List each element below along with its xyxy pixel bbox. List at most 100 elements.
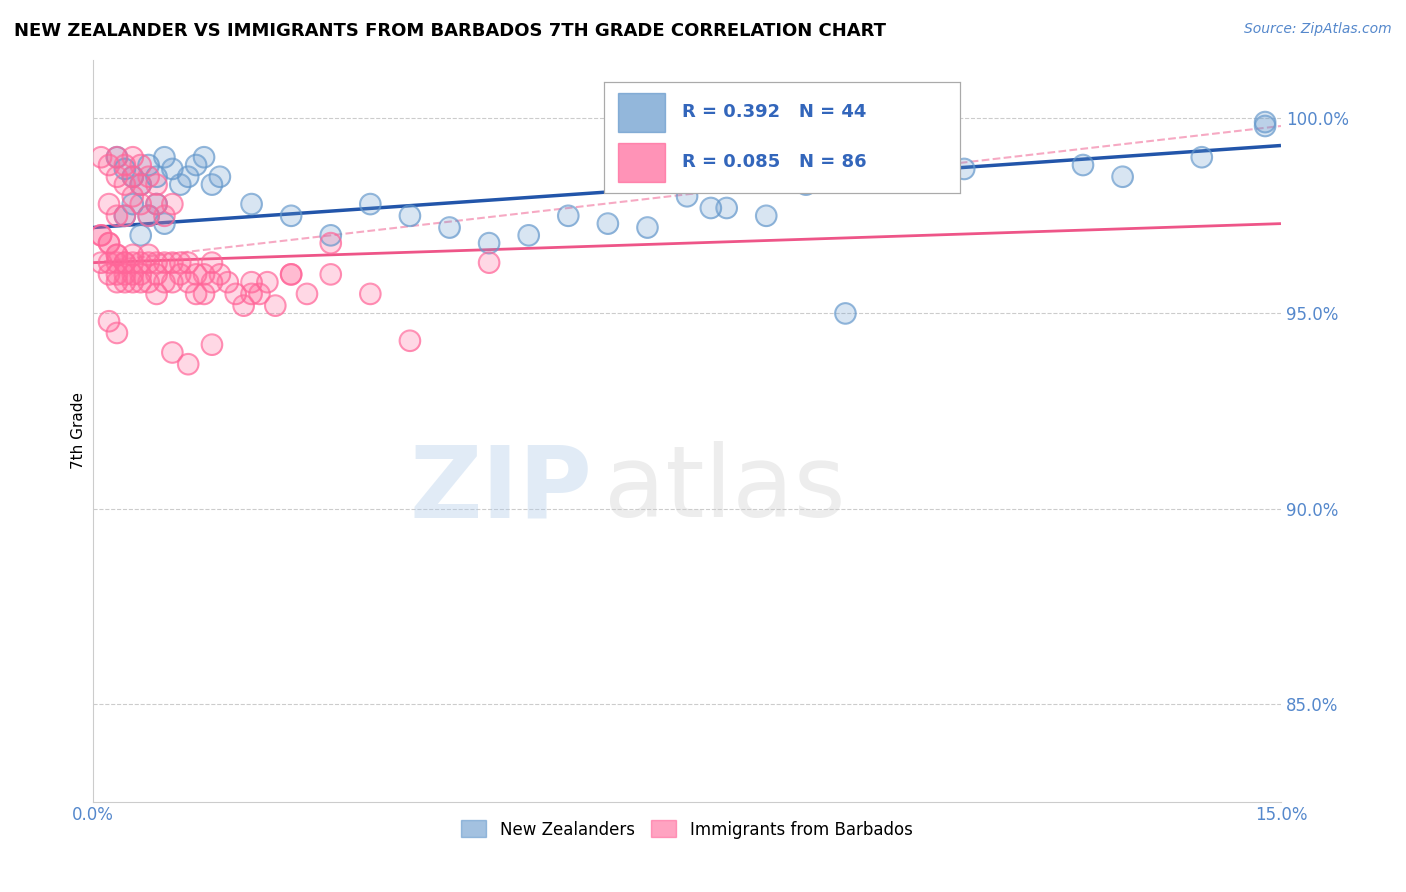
Point <box>129 158 152 172</box>
Point <box>114 178 136 192</box>
Point <box>121 275 143 289</box>
Point <box>1254 119 1277 133</box>
Point <box>225 286 247 301</box>
Point <box>105 255 128 269</box>
Point <box>129 275 152 289</box>
Point <box>162 275 184 289</box>
Point <box>121 150 143 164</box>
Point <box>162 197 184 211</box>
Point <box>153 217 176 231</box>
Point <box>121 197 143 211</box>
Point <box>90 150 112 164</box>
Point <box>145 169 167 184</box>
Point <box>98 268 121 282</box>
Point <box>240 286 263 301</box>
Point <box>145 197 167 211</box>
Point <box>145 255 167 269</box>
Point <box>138 209 160 223</box>
Point <box>162 161 184 176</box>
Point <box>1254 115 1277 129</box>
Point <box>114 178 136 192</box>
Point <box>177 275 200 289</box>
Point <box>105 248 128 262</box>
Point <box>478 236 501 251</box>
Point <box>280 268 302 282</box>
Text: NEW ZEALANDER VS IMMIGRANTS FROM BARBADOS 7TH GRADE CORRELATION CHART: NEW ZEALANDER VS IMMIGRANTS FROM BARBADO… <box>14 22 886 40</box>
Point <box>105 255 128 269</box>
Point <box>105 275 128 289</box>
Point <box>249 286 271 301</box>
Point <box>105 275 128 289</box>
Point <box>138 158 160 172</box>
Point <box>114 255 136 269</box>
Point <box>319 228 342 243</box>
Point <box>105 169 128 184</box>
Point <box>794 178 817 192</box>
Point <box>201 337 224 351</box>
Point <box>145 197 167 211</box>
Point <box>399 209 422 223</box>
Point <box>319 268 342 282</box>
Point <box>145 178 167 192</box>
Point <box>177 357 200 371</box>
Point <box>1071 158 1094 172</box>
Point <box>90 228 112 243</box>
Point <box>201 275 224 289</box>
Point <box>129 158 152 172</box>
Point <box>153 150 176 164</box>
Point <box>129 255 152 269</box>
Point <box>596 217 619 231</box>
Point <box>201 255 224 269</box>
Point <box>105 150 128 164</box>
Point <box>98 158 121 172</box>
Point <box>90 228 112 243</box>
Point <box>105 169 128 184</box>
Point <box>201 178 224 192</box>
Point <box>98 236 121 251</box>
Point <box>121 268 143 282</box>
Point <box>121 169 143 184</box>
Point <box>217 275 239 289</box>
Point <box>114 268 136 282</box>
Text: ZIP: ZIP <box>409 442 592 539</box>
Point <box>114 209 136 223</box>
Point <box>162 255 184 269</box>
Point <box>153 209 176 223</box>
Point <box>240 197 263 211</box>
Point <box>98 314 121 328</box>
Point <box>517 228 540 243</box>
Point <box>98 255 121 269</box>
Point <box>1111 169 1133 184</box>
Point <box>114 209 136 223</box>
Point <box>264 299 287 313</box>
Point <box>169 255 191 269</box>
Point <box>319 236 342 251</box>
Point <box>162 345 184 359</box>
Point <box>129 178 152 192</box>
Point <box>359 286 381 301</box>
Point <box>359 197 381 211</box>
Point <box>169 178 191 192</box>
Point <box>201 178 224 192</box>
Point <box>129 197 152 211</box>
Point <box>637 220 659 235</box>
Point <box>716 201 738 215</box>
Point <box>232 299 254 313</box>
Point <box>129 228 152 243</box>
Point <box>105 326 128 340</box>
Point <box>280 209 302 223</box>
Point <box>129 197 152 211</box>
Point <box>138 255 160 269</box>
Point <box>264 299 287 313</box>
Point <box>280 209 302 223</box>
Point <box>193 268 215 282</box>
Point <box>138 169 160 184</box>
Point <box>145 169 167 184</box>
Point <box>193 150 215 164</box>
Point <box>184 286 207 301</box>
Point <box>145 286 167 301</box>
Text: Source: ZipAtlas.com: Source: ZipAtlas.com <box>1244 22 1392 37</box>
Point <box>114 209 136 223</box>
Point <box>114 255 136 269</box>
Point <box>105 326 128 340</box>
